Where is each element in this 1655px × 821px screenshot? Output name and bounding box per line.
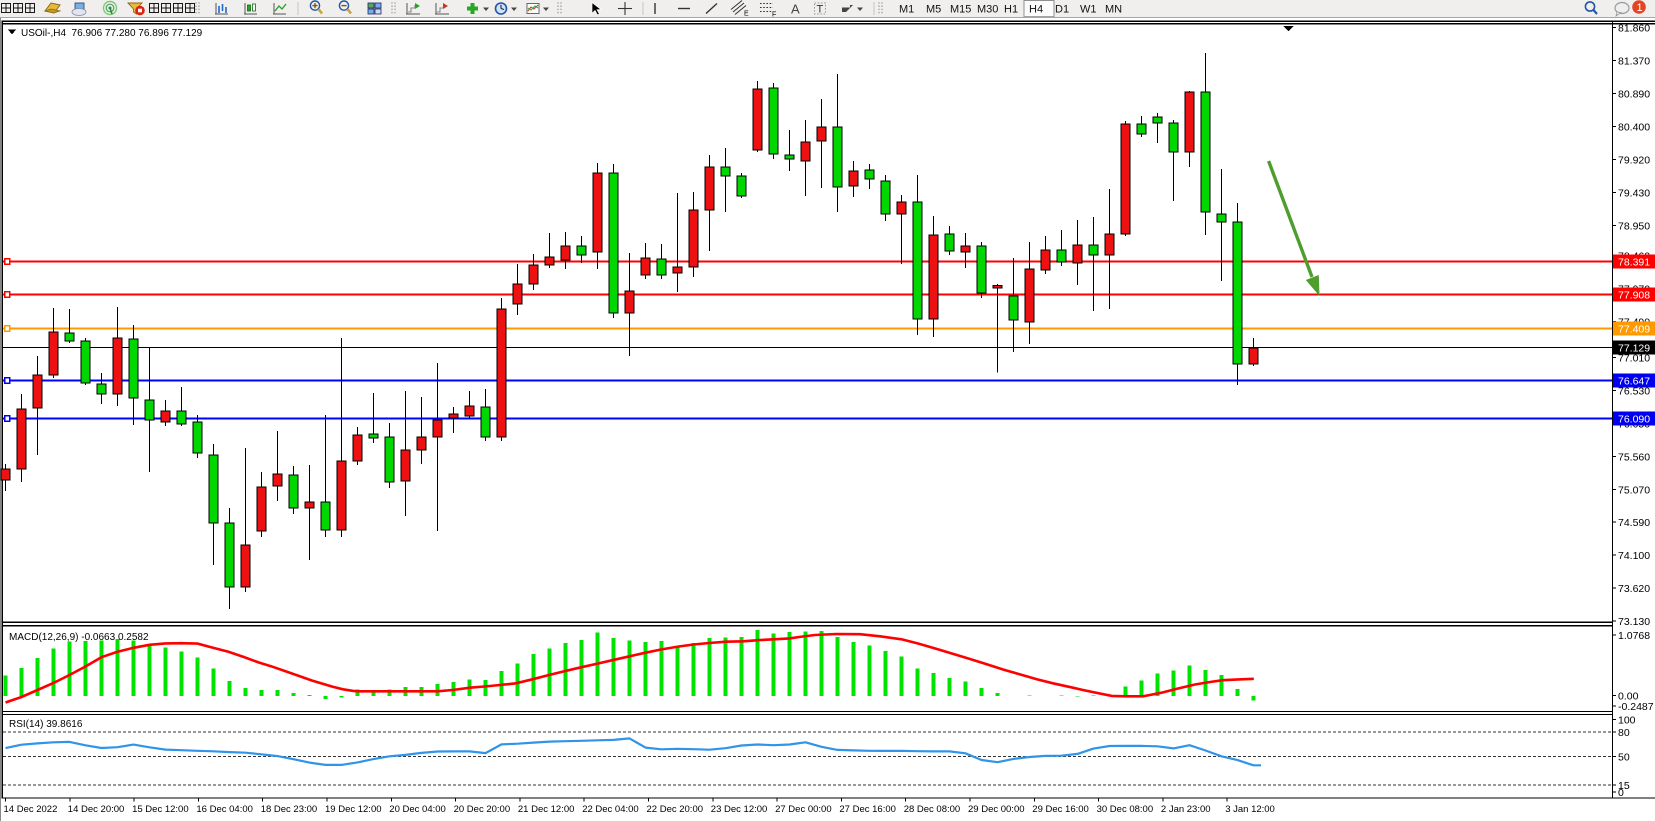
svg-text:75.070: 75.070 [1618,484,1650,496]
svg-text:A: A [791,2,800,17]
svg-text:81.370: 81.370 [1618,56,1650,68]
svg-text:27 Dec 00:00: 27 Dec 00:00 [775,804,832,815]
svg-text:15: 15 [1618,780,1630,792]
svg-text:22 Dec 20:00: 22 Dec 20:00 [647,804,704,815]
svg-text:77.409: 77.409 [1618,324,1650,336]
svg-text:78.950: 78.950 [1618,221,1650,233]
svg-text:79.430: 79.430 [1618,188,1650,200]
svg-text:22 Dec 04:00: 22 Dec 04:00 [582,804,639,815]
svg-text:73.620: 73.620 [1618,583,1650,595]
svg-text:0.00: 0.00 [1618,691,1639,703]
svg-text:2 Jan 23:00: 2 Jan 23:00 [1161,804,1211,815]
svg-text:T: T [817,4,824,16]
svg-text:20 Dec 04:00: 20 Dec 04:00 [389,804,446,815]
svg-text:15 Dec 12:00: 15 Dec 12:00 [132,804,189,815]
svg-text:19 Dec 12:00: 19 Dec 12:00 [325,804,382,815]
svg-text:RSI(14) 39.8616: RSI(14) 39.8616 [9,719,83,730]
svg-text:76.090: 76.090 [1618,414,1650,426]
svg-text:16 Dec 04:00: 16 Dec 04:00 [196,804,253,815]
svg-text:29 Dec 16:00: 29 Dec 16:00 [1032,804,1089,815]
svg-text:77.010: 77.010 [1618,352,1650,364]
svg-text:50: 50 [1618,751,1630,763]
svg-text:80.400: 80.400 [1618,122,1650,134]
svg-text:21 Dec 12:00: 21 Dec 12:00 [518,804,575,815]
svg-text:100: 100 [1618,715,1636,727]
svg-text:-0.2487: -0.2487 [1618,701,1654,713]
svg-text:80.890: 80.890 [1618,89,1650,101]
svg-text:20 Dec 20:00: 20 Dec 20:00 [454,804,511,815]
svg-text:14 Dec 2022: 14 Dec 2022 [4,804,58,815]
svg-text:79.920: 79.920 [1618,155,1650,167]
svg-text:75.560: 75.560 [1618,451,1650,463]
svg-text:M1: M1 [899,4,914,16]
svg-text:H1: H1 [1004,4,1018,16]
svg-text:77.129: 77.129 [1618,343,1650,355]
svg-text:USOil-,H4 76.906 77.280 76.89: USOil-,H4 76.906 77.280 76.896 77.129 [21,28,203,39]
svg-text:74.100: 74.100 [1618,550,1650,562]
svg-text:3 Jan 12:00: 3 Jan 12:00 [1225,804,1275,815]
svg-text:1.0768: 1.0768 [1618,630,1650,642]
svg-text:80: 80 [1618,727,1630,739]
svg-text:MN: MN [1105,4,1122,16]
svg-text:D1: D1 [1055,4,1069,16]
svg-text:78.391: 78.391 [1618,256,1650,268]
svg-text:F: F [772,12,776,18]
svg-text:81.860: 81.860 [1618,23,1650,35]
svg-text:76.530: 76.530 [1618,385,1650,397]
svg-text:77.908: 77.908 [1618,289,1650,301]
svg-text:74.590: 74.590 [1618,517,1650,529]
svg-text:76.647: 76.647 [1618,376,1650,388]
svg-text:E: E [744,11,749,18]
svg-text:28 Dec 08:00: 28 Dec 08:00 [904,804,961,815]
svg-text:29 Dec 00:00: 29 Dec 00:00 [968,804,1025,815]
svg-text:73.130: 73.130 [1618,616,1650,628]
svg-text:W1: W1 [1080,4,1097,16]
svg-text:30 Dec 08:00: 30 Dec 08:00 [1097,804,1154,815]
svg-text:14 Dec 20:00: 14 Dec 20:00 [68,804,125,815]
svg-text:M15: M15 [950,4,971,16]
svg-text:18 Dec 23:00: 18 Dec 23:00 [261,804,318,815]
svg-text:1: 1 [1637,2,1643,14]
svg-text:27 Dec 16:00: 27 Dec 16:00 [839,804,896,815]
svg-text:M30: M30 [977,4,998,16]
svg-text:M5: M5 [926,4,941,16]
svg-text:0: 0 [1618,787,1624,799]
svg-text:MACD(12,26,9) -0.0663 0.2582: MACD(12,26,9) -0.0663 0.2582 [9,632,149,643]
svg-text:H4: H4 [1029,4,1043,16]
svg-text:23 Dec 12:00: 23 Dec 12:00 [711,804,768,815]
